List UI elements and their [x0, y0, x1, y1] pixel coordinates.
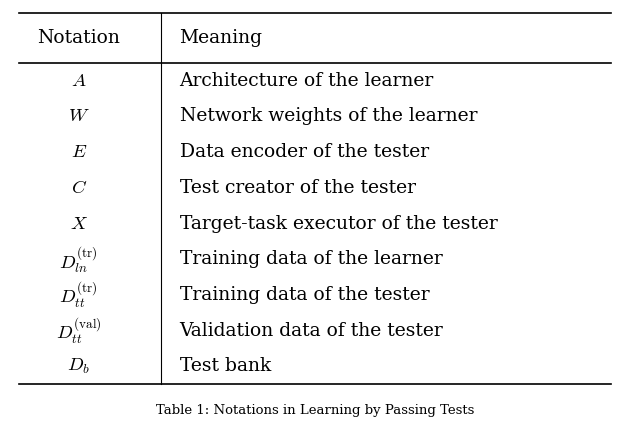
Text: Architecture of the learner: Architecture of the learner — [180, 72, 434, 90]
Text: Notation: Notation — [37, 29, 120, 47]
Text: Training data of the tester: Training data of the tester — [180, 286, 429, 304]
Text: $X$: $X$ — [70, 214, 88, 233]
Text: Table 1: Notations in Learning by Passing Tests: Table 1: Notations in Learning by Passin… — [156, 404, 474, 417]
Text: Test creator of the tester: Test creator of the tester — [180, 179, 416, 197]
Text: Network weights of the learner: Network weights of the learner — [180, 108, 477, 125]
Text: $W$: $W$ — [68, 108, 89, 125]
Text: Data encoder of the tester: Data encoder of the tester — [180, 143, 428, 161]
Text: $D_b$: $D_b$ — [67, 357, 90, 376]
Text: Validation data of the tester: Validation data of the tester — [180, 322, 444, 339]
Text: $E$: $E$ — [71, 143, 87, 161]
Text: Test bank: Test bank — [180, 357, 271, 375]
Text: $D_{tt}^{\mathrm{(tr)}}$: $D_{tt}^{\mathrm{(tr)}}$ — [59, 280, 98, 310]
Text: Meaning: Meaning — [180, 29, 263, 47]
Text: $D_{ln}^{\mathrm{(tr)}}$: $D_{ln}^{\mathrm{(tr)}}$ — [59, 244, 98, 275]
Text: Training data of the learner: Training data of the learner — [180, 250, 442, 268]
Text: $A$: $A$ — [71, 72, 86, 90]
Text: $D_{tt}^{\mathrm{(val)}}$: $D_{tt}^{\mathrm{(val)}}$ — [56, 316, 101, 345]
Text: $C$: $C$ — [71, 179, 87, 197]
Text: Target-task executor of the tester: Target-task executor of the tester — [180, 214, 497, 233]
